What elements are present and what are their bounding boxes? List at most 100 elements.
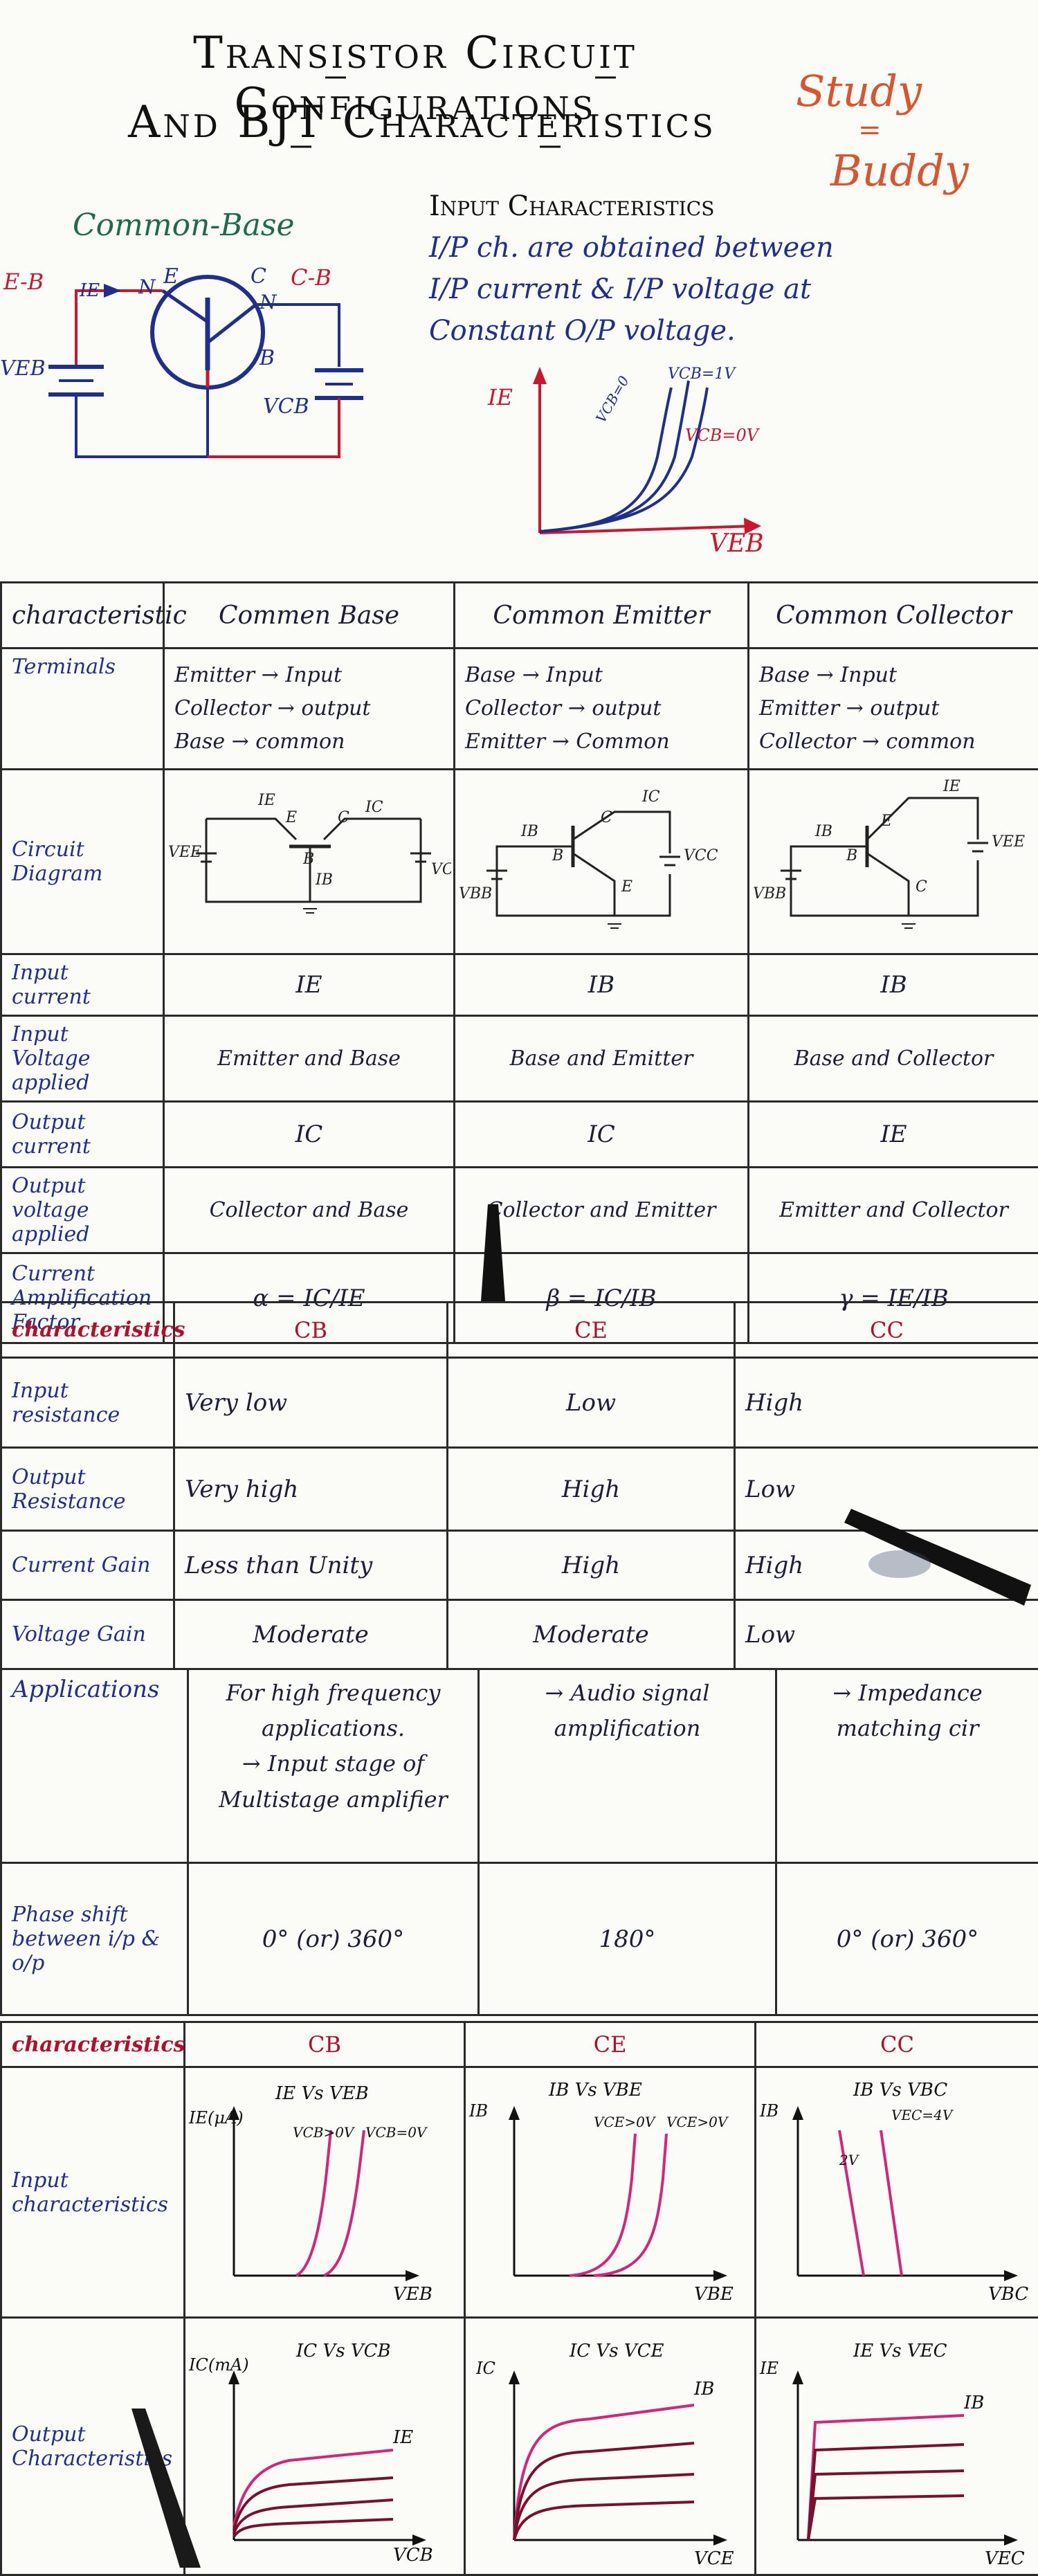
ce-input-title: IB Vs VBE xyxy=(548,2080,642,2101)
cc-circ-b: B xyxy=(846,847,857,864)
terminals-cb-3: Base → common xyxy=(174,725,444,759)
input-voltage-cc: Base and Collector xyxy=(749,1016,1038,1102)
current-gain-ce: High xyxy=(448,1531,735,1600)
circuit-cc: IE E IB B C VBB VEE xyxy=(749,770,1038,954)
output-resistance-cb: Very high xyxy=(174,1448,448,1531)
table1-header-cc: Common Collector xyxy=(749,583,1038,648)
terminals-cb-1: Emitter → Input xyxy=(174,659,444,692)
cb-circ-vcc: VCC xyxy=(431,861,451,878)
applications-cc-1: → Impedance matching cir xyxy=(787,1676,1028,1746)
output-resistance-ce: High xyxy=(448,1448,735,1531)
input-resistance-ce: Low xyxy=(448,1358,735,1448)
applications-cb-1: For high frequency applications. xyxy=(199,1676,468,1746)
input-graph-cb: IE Vs VEB IE(μA) VEB VCB>0V VCB=0V xyxy=(185,2067,465,2318)
cc-input-c1: 2V xyxy=(839,2152,860,2168)
ce-output-param: IB xyxy=(693,2379,714,2400)
terminals-cc-3: Collector → common xyxy=(759,725,1028,759)
cb-circ-vee: VEE xyxy=(168,844,201,861)
cb-circ-ic: IC xyxy=(365,799,383,816)
row-label-input-resistance: Input resistance xyxy=(1,1358,174,1448)
label-ie: IE xyxy=(80,280,100,301)
input-char-heading: Input Characteristics xyxy=(429,190,714,222)
cc-output-curve-plot: IE Vs VEC IE VEC IB xyxy=(756,2319,1037,2568)
applications-ce: → Audio signal amplification xyxy=(479,1669,776,1863)
label-n1: N xyxy=(138,275,156,298)
input-graph-y-axis: IE xyxy=(488,384,513,410)
cb-output-param: IE xyxy=(392,2427,413,2448)
ce-circ-b: B xyxy=(552,847,563,864)
cc-circ-vbb: VBB xyxy=(753,885,786,902)
cc-input-x: VBC xyxy=(988,2284,1028,2305)
input-resistance-cc: High xyxy=(735,1358,1038,1448)
input-graph-curve3: VCB=0V xyxy=(685,426,758,445)
row-label-phase-shift: Phase shift between i/p & o/p xyxy=(1,1863,188,2015)
terminals-cc: Base → Input Emitter → output Collector … xyxy=(749,648,1038,770)
applications-cb-2: → Input stage of Multistage amplifier xyxy=(199,1746,468,1817)
ce-circ-e: E xyxy=(621,878,632,896)
marker-pen-image xyxy=(471,1204,512,1301)
row-label-input-characteristics: Input characteristics xyxy=(1,2067,185,2318)
label-c: C xyxy=(251,264,266,289)
applications-cb: For high frequency applications. → Input… xyxy=(188,1669,479,1863)
brand-equals: = xyxy=(858,114,882,146)
voltage-gain-cb: Moderate xyxy=(174,1600,448,1669)
terminals-cc-1: Base → Input xyxy=(759,659,1028,692)
cb-input-c2: VCB=0V xyxy=(365,2124,428,2141)
cb-output-x: VCB xyxy=(393,2545,433,2566)
ce-output-x: VCE xyxy=(694,2548,734,2568)
input-graph-curve2: VCB=1V xyxy=(668,365,735,383)
ce-output-y: IC xyxy=(475,2359,495,2378)
cb-input-c1: VCB>0V xyxy=(293,2124,356,2141)
input-char-text3: Constant O/P voltage. xyxy=(429,315,736,347)
cc-output-x: VEC xyxy=(985,2548,1025,2568)
table2-header-cb: CB xyxy=(174,1303,448,1358)
input-current-cc: IB xyxy=(749,954,1038,1016)
terminals-cb: Emitter → Input Collector → output Base … xyxy=(164,648,455,770)
ce-input-c2: VCE>0V xyxy=(666,2114,729,2130)
output-voltage-cc: Emitter and Collector xyxy=(749,1168,1038,1253)
label-n2: N xyxy=(260,291,277,314)
row-label-circuit-diagram: Circuit Diagram xyxy=(1,770,164,954)
cb-circ-ib: IB xyxy=(315,871,333,889)
ce-input-y: IB xyxy=(468,2101,488,2121)
cb-input-title: IE Vs VEB xyxy=(275,2083,369,2104)
label-veb: VEB xyxy=(0,356,46,381)
cc-circuit-schematic: IE E IB B C VBB VEE xyxy=(749,770,1036,947)
cb-input-curve-plot: IE Vs VEB IE(μA) VEB VCB>0V VCB=0V xyxy=(185,2068,462,2310)
applications-ce-1: → Audio signal amplification xyxy=(489,1676,765,1746)
cc-output-title: IE Vs VEC xyxy=(853,2341,947,2361)
label-eb: E-B xyxy=(3,269,44,295)
cc-circ-vee: VEE xyxy=(992,833,1025,851)
configuration-comparison-table: characteristic Commen Base Common Emitte… xyxy=(0,581,1038,1344)
terminals-cb-2: Collector → output xyxy=(174,692,444,725)
input-char-text2: I/P current & I/P voltage at xyxy=(429,273,811,305)
phase-shift-cb: 0° (or) 360° xyxy=(188,1863,479,2015)
output-graph-cb: IC Vs VCB IC(mA) VCB IE xyxy=(185,2318,465,2575)
cc-input-title: IB Vs VBC xyxy=(853,2080,947,2101)
cc-circ-e: E xyxy=(880,813,892,830)
table1-header-ce: Common Emitter xyxy=(455,583,749,648)
cb-circ-ie: IE xyxy=(257,792,275,809)
ce-input-curve-plot: IB Vs VBE IB VBE VCE>0V VCE>0V xyxy=(466,2068,753,2310)
output-current-cc: IE xyxy=(749,1102,1038,1168)
cb-output-curve-plot: IC Vs VCB IC(mA) VCB IE xyxy=(185,2319,462,2568)
cb-circ-b: B xyxy=(302,851,314,868)
input-voltage-cb: Emitter and Base xyxy=(164,1016,455,1102)
applications-cc: → Impedance matching cir xyxy=(776,1669,1038,1863)
row-label-output-voltage: Output voltage applied xyxy=(1,1168,164,1253)
current-gain-cb: Less than Unity xyxy=(174,1531,448,1600)
phase-shift-ce: 180° xyxy=(479,1863,776,2015)
ce-output-curve-plot: IC Vs VCE IC VCE IB xyxy=(466,2319,753,2568)
ce-circuit-schematic: IC C IB B E VBB VCC xyxy=(455,770,745,947)
brand-study: Study xyxy=(796,66,922,116)
row-label-input-voltage: Input Voltage applied xyxy=(1,1016,164,1102)
cb-output-y: IC(mA) xyxy=(188,2355,249,2375)
output-current-ce: IC xyxy=(455,1102,749,1168)
cb-input-x: VEB xyxy=(393,2284,432,2305)
circuit-ce: IC C IB B E VBB VCC xyxy=(455,770,749,954)
table4-header-characteristics: characteristics xyxy=(1,2022,185,2067)
row-label-output-resistance: Output Resistance xyxy=(1,1448,174,1531)
terminals-ce-1: Base → Input xyxy=(465,659,738,692)
row-label-input-current: Input current xyxy=(1,954,164,1016)
row-label-terminals: Terminals xyxy=(1,648,164,770)
